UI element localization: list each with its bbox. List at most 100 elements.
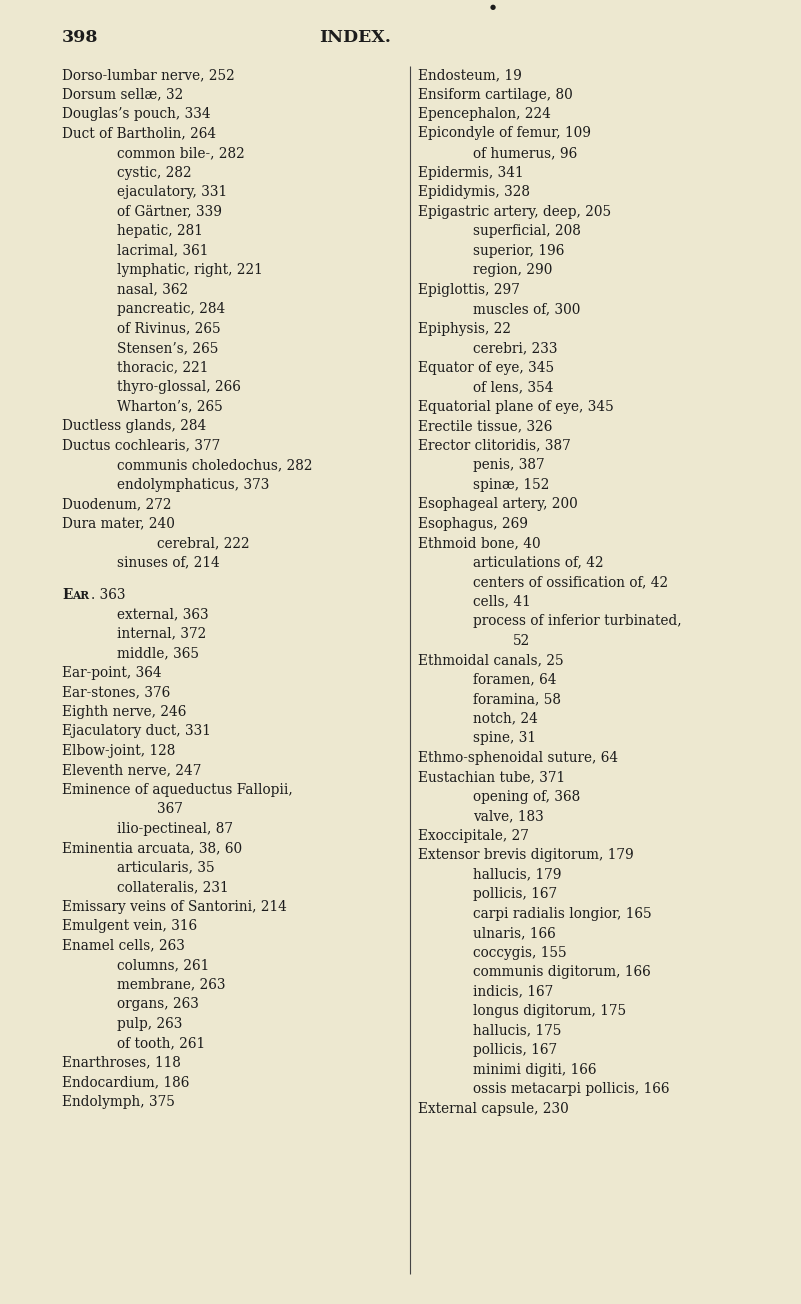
Text: Ear-stones, 376: Ear-stones, 376 xyxy=(62,685,171,699)
Text: ●: ● xyxy=(490,4,496,10)
Text: Endosteum, 19: Endosteum, 19 xyxy=(418,68,522,82)
Text: articularis, 35: articularis, 35 xyxy=(117,861,215,875)
Text: Emissary veins of Santorini, 214: Emissary veins of Santorini, 214 xyxy=(62,900,287,914)
Text: Ejaculatory duct, 331: Ejaculatory duct, 331 xyxy=(62,724,211,738)
Text: Stensen’s, 265: Stensen’s, 265 xyxy=(117,342,219,355)
Text: thyro-glossal, 266: thyro-glossal, 266 xyxy=(117,379,241,394)
Text: carpi radialis longior, 165: carpi radialis longior, 165 xyxy=(473,906,652,921)
Text: Eighth nerve, 246: Eighth nerve, 246 xyxy=(62,704,187,719)
Text: foramina, 58: foramina, 58 xyxy=(473,692,561,705)
Text: centers of ossification of, 42: centers of ossification of, 42 xyxy=(473,575,668,589)
Text: Enamel cells, 263: Enamel cells, 263 xyxy=(62,939,185,953)
Text: spine, 31: spine, 31 xyxy=(473,732,536,745)
Text: Ductless glands, 284: Ductless glands, 284 xyxy=(62,419,206,433)
Text: minimi digiti, 166: minimi digiti, 166 xyxy=(473,1063,597,1077)
Text: Ethmoid bone, 40: Ethmoid bone, 40 xyxy=(418,536,541,550)
Text: Dura mater, 240: Dura mater, 240 xyxy=(62,516,175,531)
Text: Esophagus, 269: Esophagus, 269 xyxy=(418,516,528,531)
Text: Wharton’s, 265: Wharton’s, 265 xyxy=(117,399,223,413)
Text: Epididymis, 328: Epididymis, 328 xyxy=(418,185,530,200)
Text: of humerus, 96: of humerus, 96 xyxy=(473,146,578,160)
Text: Ear-point, 364: Ear-point, 364 xyxy=(62,665,162,679)
Text: Douglas’s pouch, 334: Douglas’s pouch, 334 xyxy=(62,107,211,121)
Text: Epiphysis, 22: Epiphysis, 22 xyxy=(418,322,511,335)
Text: Eleventh nerve, 247: Eleventh nerve, 247 xyxy=(62,763,201,777)
Text: of lens, 354: of lens, 354 xyxy=(473,379,553,394)
Text: columns, 261: columns, 261 xyxy=(117,958,209,973)
Text: Ensiform cartilage, 80: Ensiform cartilage, 80 xyxy=(418,87,573,102)
Text: pollicis, 167: pollicis, 167 xyxy=(473,1043,557,1058)
Text: Exoccipitale, 27: Exoccipitale, 27 xyxy=(418,828,529,842)
Text: sinuses of, 214: sinuses of, 214 xyxy=(117,556,219,570)
Text: valve, 183: valve, 183 xyxy=(473,808,544,823)
Text: ejaculatory, 331: ejaculatory, 331 xyxy=(117,185,227,200)
Text: ilio-pectineal, 87: ilio-pectineal, 87 xyxy=(117,822,233,836)
Text: 367: 367 xyxy=(157,802,183,816)
Text: hallucis, 175: hallucis, 175 xyxy=(473,1024,562,1038)
Text: Duodenum, 272: Duodenum, 272 xyxy=(62,497,171,511)
Text: notch, 24: notch, 24 xyxy=(473,712,538,725)
Text: Elbow-joint, 128: Elbow-joint, 128 xyxy=(62,743,175,758)
Text: coccygis, 155: coccygis, 155 xyxy=(473,945,566,960)
Text: foramen, 64: foramen, 64 xyxy=(473,673,557,686)
Text: process of inferior turbinated,: process of inferior turbinated, xyxy=(473,614,682,629)
Text: AR: AR xyxy=(73,589,90,601)
Text: Erectile tissue, 326: Erectile tissue, 326 xyxy=(418,419,553,433)
Text: Epicondyle of femur, 109: Epicondyle of femur, 109 xyxy=(418,126,591,141)
Text: organs, 263: organs, 263 xyxy=(117,998,199,1011)
Text: middle, 365: middle, 365 xyxy=(117,647,199,660)
Text: articulations of, 42: articulations of, 42 xyxy=(473,556,604,570)
Text: Equatorial plane of eye, 345: Equatorial plane of eye, 345 xyxy=(418,399,614,413)
Text: membrane, 263: membrane, 263 xyxy=(117,978,226,991)
Text: spinæ, 152: spinæ, 152 xyxy=(473,477,549,492)
Text: E: E xyxy=(62,588,72,601)
Text: Ethmoidal canals, 25: Ethmoidal canals, 25 xyxy=(418,653,564,668)
Text: Epencephalon, 224: Epencephalon, 224 xyxy=(418,107,551,121)
Text: muscles of, 300: muscles of, 300 xyxy=(473,303,581,316)
Text: lacrimal, 361: lacrimal, 361 xyxy=(117,244,208,257)
Text: of Rivinus, 265: of Rivinus, 265 xyxy=(117,322,220,335)
Text: Equator of eye, 345: Equator of eye, 345 xyxy=(418,360,554,374)
Text: cystic, 282: cystic, 282 xyxy=(117,166,191,180)
Text: communis digitorum, 166: communis digitorum, 166 xyxy=(473,965,650,979)
Text: Duct of Bartholin, 264: Duct of Bartholin, 264 xyxy=(62,126,216,141)
Text: Emulgent vein, 316: Emulgent vein, 316 xyxy=(62,919,197,934)
Text: longus digitorum, 175: longus digitorum, 175 xyxy=(473,1004,626,1018)
Text: internal, 372: internal, 372 xyxy=(117,627,206,640)
Text: hallucis, 179: hallucis, 179 xyxy=(473,867,562,882)
Text: Eminence of aqueductus Fallopii,: Eminence of aqueductus Fallopii, xyxy=(62,782,292,797)
Text: opening of, 368: opening of, 368 xyxy=(473,789,580,803)
Text: pollicis, 167: pollicis, 167 xyxy=(473,887,557,901)
Text: Dorsum sellæ, 32: Dorsum sellæ, 32 xyxy=(62,87,183,102)
Text: external, 363: external, 363 xyxy=(117,608,208,621)
Text: Endocardium, 186: Endocardium, 186 xyxy=(62,1076,189,1089)
Text: cells, 41: cells, 41 xyxy=(473,595,531,609)
Text: Esophageal artery, 200: Esophageal artery, 200 xyxy=(418,497,578,511)
Text: lymphatic, right, 221: lymphatic, right, 221 xyxy=(117,263,263,276)
Text: ulnaris, 166: ulnaris, 166 xyxy=(473,926,556,940)
Text: Erector clitoridis, 387: Erector clitoridis, 387 xyxy=(418,438,571,452)
Text: cerebral, 222: cerebral, 222 xyxy=(157,536,250,550)
Text: Eustachian tube, 371: Eustachian tube, 371 xyxy=(418,769,566,784)
Text: indicis, 167: indicis, 167 xyxy=(473,985,553,999)
Text: Epidermis, 341: Epidermis, 341 xyxy=(418,166,524,180)
Text: communis choledochus, 282: communis choledochus, 282 xyxy=(117,458,312,472)
Text: Extensor brevis digitorum, 179: Extensor brevis digitorum, 179 xyxy=(418,848,634,862)
Text: thoracic, 221: thoracic, 221 xyxy=(117,360,208,374)
Text: Ductus cochlearis, 377: Ductus cochlearis, 377 xyxy=(62,438,220,452)
Text: nasal, 362: nasal, 362 xyxy=(117,283,188,296)
Text: of tooth, 261: of tooth, 261 xyxy=(117,1037,205,1050)
Text: hepatic, 281: hepatic, 281 xyxy=(117,224,203,239)
Text: . 363: . 363 xyxy=(91,588,126,601)
Text: Endolymph, 375: Endolymph, 375 xyxy=(62,1094,175,1108)
Text: Dorso-lumbar nerve, 252: Dorso-lumbar nerve, 252 xyxy=(62,68,235,82)
Text: Enarthroses, 118: Enarthroses, 118 xyxy=(62,1056,181,1069)
Text: region, 290: region, 290 xyxy=(473,263,553,276)
Text: Epigastric artery, deep, 205: Epigastric artery, deep, 205 xyxy=(418,205,611,219)
Text: endolymphaticus, 373: endolymphaticus, 373 xyxy=(117,477,269,492)
Text: pulp, 263: pulp, 263 xyxy=(117,1017,183,1030)
Text: ossis metacarpi pollicis, 166: ossis metacarpi pollicis, 166 xyxy=(473,1082,670,1095)
Text: INDEX.: INDEX. xyxy=(319,29,391,46)
Text: 52: 52 xyxy=(513,634,530,648)
Text: Eminentia arcuata, 38, 60: Eminentia arcuata, 38, 60 xyxy=(62,841,242,855)
